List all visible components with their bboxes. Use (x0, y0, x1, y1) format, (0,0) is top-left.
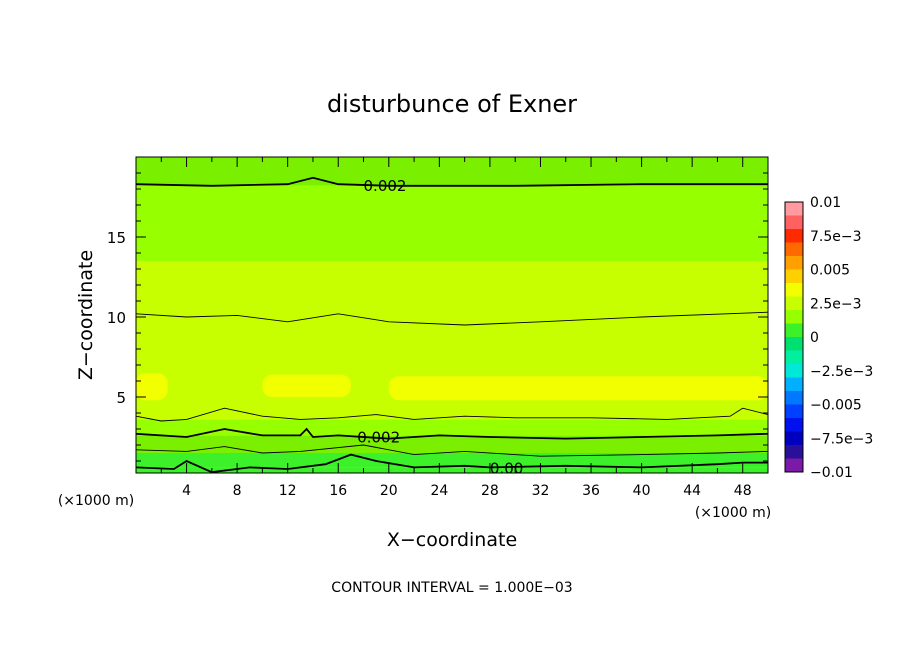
x-tick-label: 8 (233, 483, 242, 499)
contour-label: 0.002 (357, 429, 400, 447)
y-axis-unit: (×1000 m) (58, 493, 134, 509)
plot-frame (135, 156, 769, 474)
y-axis-label: Z−coordinate (75, 250, 97, 380)
fill-patch (136, 373, 168, 401)
colorbar-swatch (785, 404, 803, 418)
fill-band (136, 467, 768, 473)
colorbar-tick-label: 0 (810, 330, 819, 346)
colorbar-swatch (785, 445, 803, 459)
fill-patch (262, 374, 351, 397)
contour-label: 0.00 (490, 459, 523, 477)
colorbar-swatch (785, 323, 803, 337)
fill-band (136, 185, 768, 261)
contour-line (135, 407, 769, 422)
fill-band (136, 157, 768, 186)
colorbar-tick-label: −7.5e−3 (810, 431, 873, 447)
colorbar-swatch (785, 337, 803, 351)
contour-line (135, 427, 769, 440)
x-axis-label: X−coordinate (387, 529, 517, 551)
fill-band (136, 419, 768, 436)
colorbar-swatch (785, 364, 803, 378)
contour-line (135, 311, 769, 326)
contour-line (135, 453, 768, 474)
colorbar-swatch (785, 418, 803, 432)
colorbar: 0.01 7.5e−3 0.005 2.5e−3 0 −2.5e−3 −0.005 −7.5e… (784, 195, 873, 481)
colorbar-swatch (785, 229, 803, 243)
fill-band (136, 261, 768, 317)
colorbar-swatch (785, 310, 803, 324)
colorbar-swatch (785, 256, 803, 270)
colorbar-tick-label: −0.005 (810, 398, 862, 414)
colorbar-frame (784, 201, 804, 473)
colorbar-tick-label: −2.5e−3 (810, 364, 873, 380)
colorbar-tick-label: 0.005 (810, 263, 850, 279)
contour-label: 0.002 (364, 177, 407, 195)
colorbar-swatch (785, 215, 803, 229)
colorbar-swatch (785, 242, 803, 256)
x-tick-label: 36 (582, 483, 600, 499)
colorbar-swatch (785, 458, 803, 472)
x-tick-label: 16 (329, 483, 347, 499)
y-tick-label: 15 (107, 229, 126, 247)
colorbar-tick-label: 2.5e−3 (810, 296, 862, 312)
chart-title: disturbunce of Exner (327, 90, 577, 118)
plot-fill (136, 157, 768, 473)
contour-interval-note: CONTOUR INTERVAL = 1.000E−03 (331, 580, 572, 596)
colorbar-tick-label: 0.01 (810, 195, 841, 211)
colorbar-tick-label: 7.5e−3 (810, 229, 862, 245)
y-tick-label: 5 (116, 389, 126, 407)
fill-patch (388, 376, 768, 401)
y-tick-label: 10 (107, 309, 126, 327)
x-tick-label: 32 (532, 483, 550, 499)
x-tick-label: 40 (633, 483, 651, 499)
colorbar-swatch (785, 283, 803, 297)
colorbar-swatch (785, 202, 803, 216)
x-axis: 4 8 12 16 20 24 28 32 36 40 44 48 (160, 157, 752, 499)
x-tick-label: 44 (683, 483, 701, 499)
x-axis-unit: (×1000 m) (695, 505, 771, 521)
colorbar-swatch (785, 269, 803, 283)
y-axis: 5 10 15 (107, 172, 768, 462)
x-tick-label: 20 (380, 483, 398, 499)
colorbar-tick-label: −0.01 (810, 465, 853, 481)
x-tick-label: 28 (481, 483, 499, 499)
x-tick-label: 12 (279, 483, 297, 499)
colorbar-swatch (785, 391, 803, 405)
colorbar-swatch (785, 431, 803, 445)
x-tick-label: 4 (182, 483, 191, 499)
colorbar-swatch (785, 296, 803, 310)
x-tick-label: 24 (430, 483, 448, 499)
fill-band (136, 317, 768, 420)
colorbar-swatch (785, 350, 803, 364)
x-tick-label: 48 (734, 483, 752, 499)
colorbar-swatch (785, 377, 803, 391)
contour-line (135, 176, 768, 187)
fill-band (136, 435, 768, 453)
fill-band (136, 453, 768, 468)
contour-line (135, 444, 769, 457)
